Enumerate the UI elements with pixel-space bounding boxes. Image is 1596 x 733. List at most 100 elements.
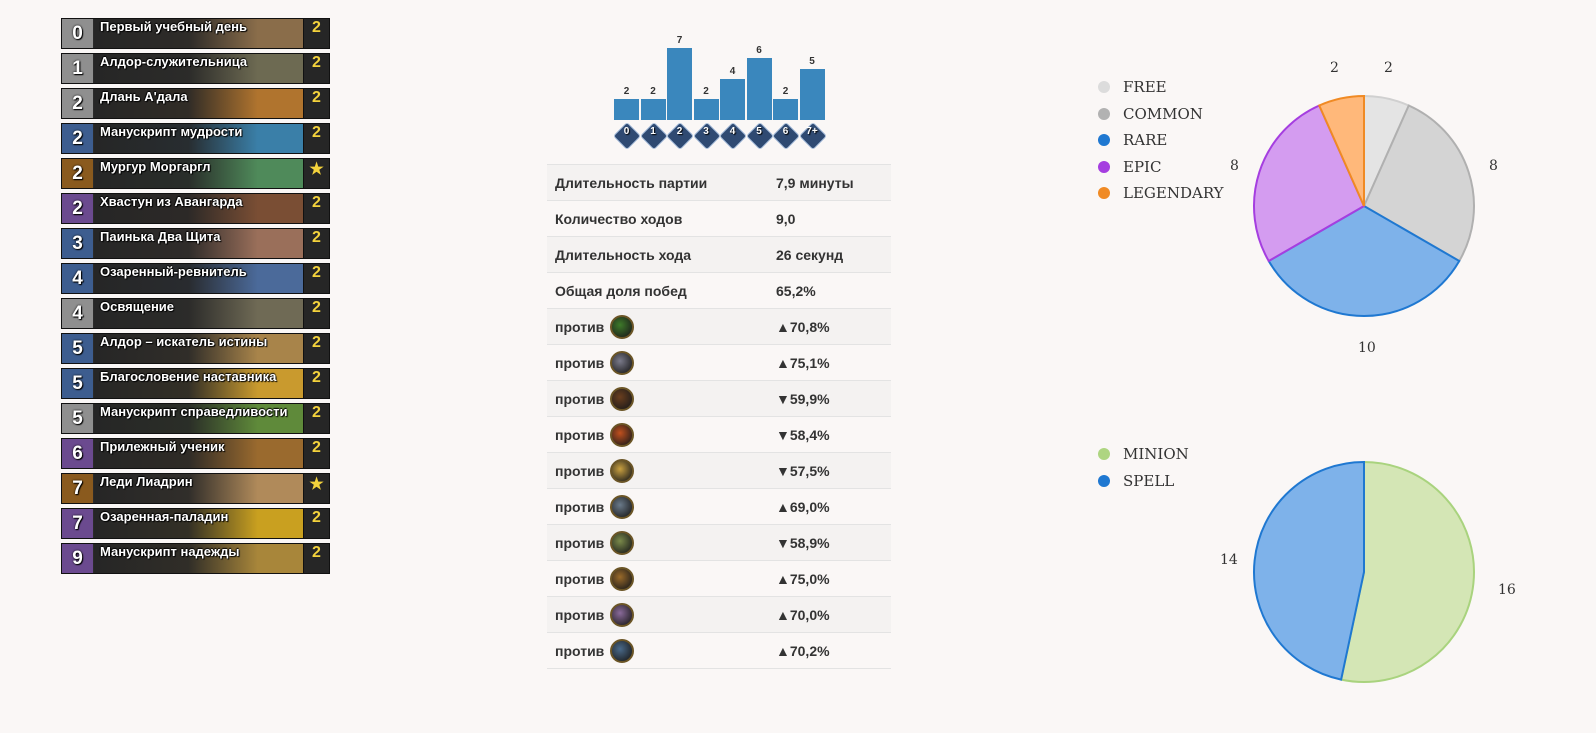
legend-item-rare[interactable]: RARE: [1098, 127, 1224, 154]
matchup-winrate: ▲70,8%: [769, 308, 891, 345]
card-count: 2: [303, 439, 329, 468]
mana-curve-value: 6: [756, 45, 762, 57]
card-row[interactable]: 2 Хвастун из Авангарда 2: [61, 193, 330, 224]
mana-curve-label: 0: [623, 126, 630, 137]
card-name: Мургур Моргаргл: [100, 159, 211, 174]
mana-cost-gem: 2: [62, 159, 93, 188]
pie-slice-epic[interactable]: [1253, 104, 1366, 263]
matchup-vs-text: против: [555, 534, 605, 551]
matchup-vs-text: против: [555, 390, 605, 407]
matchup-label: против: [547, 596, 769, 633]
matchup-label: против: [547, 632, 769, 669]
legend-dot-icon: [1098, 448, 1110, 461]
mana-cost-gem: 0: [62, 19, 93, 48]
matchup-row[interactable]: против ▼58,9%: [547, 524, 891, 561]
mana-cost-gem: 4: [62, 264, 93, 293]
card-name: Озаренный-ревнитель: [100, 264, 247, 279]
card-row[interactable]: 9 Манускрипт надежды 2: [61, 543, 330, 574]
card-row[interactable]: 7 Озаренная-паладин 2: [61, 508, 330, 539]
pie-slice-minion[interactable]: [1339, 460, 1475, 683]
mana-curve-bar: [746, 58, 772, 120]
card-row[interactable]: 5 Благословение наставника 2: [61, 368, 330, 399]
matchup-vs-text: против: [555, 642, 605, 659]
matchup-row[interactable]: против ▲75,1%: [547, 344, 891, 381]
mana-curve-label: 7+: [806, 126, 818, 137]
matchup-row[interactable]: против ▲70,8%: [547, 308, 891, 345]
card-row[interactable]: 2 Манускрипт мудрости 2: [61, 123, 330, 154]
card-art: [94, 229, 304, 258]
matchup-vs-text: против: [555, 426, 605, 443]
pie-slice-rare[interactable]: [1267, 204, 1461, 317]
stat-row: Длительность хода 26 секунд: [547, 236, 891, 273]
stat-row: Общая доля побед 65,2%: [547, 272, 891, 309]
card-row[interactable]: 1 Алдор-служительница 2: [61, 53, 330, 84]
card-art: [94, 369, 304, 398]
warlock-icon: [610, 602, 635, 627]
mana-cost-gem: 5: [62, 404, 93, 433]
card-row[interactable]: 4 Озаренный-ревнитель 2: [61, 263, 330, 294]
legend-item-minion[interactable]: MINION: [1098, 441, 1189, 468]
mana-curve-label: 4: [729, 126, 736, 137]
card-art: [94, 89, 304, 118]
stat-value: 65,2%: [769, 272, 891, 309]
matchup-vs-text: против: [555, 498, 605, 515]
legend-item-spell[interactable]: SPELL: [1098, 468, 1189, 495]
pie-slice-label: 8: [1489, 158, 1498, 174]
legend-dot-icon: [1098, 107, 1110, 120]
card-name: Благословение наставника: [100, 369, 277, 384]
matchup-label: против: [547, 308, 769, 345]
mana-curve-value: 2: [782, 86, 789, 98]
mana-curve-chart: 2 0 2 1 7 2 2 3 4 4 6 5 2 6 5 7+: [612, 26, 828, 151]
matchup-row[interactable]: против ▼59,9%: [547, 380, 891, 417]
card-row[interactable]: 4 Освящение 2: [61, 298, 330, 329]
legend-item-epic[interactable]: EPIC: [1098, 154, 1224, 181]
pie-slice-common[interactable]: [1362, 104, 1475, 263]
legend-label: COMMON: [1123, 104, 1203, 123]
matchup-vs-text: против: [555, 318, 605, 335]
matchup-label: против: [547, 560, 769, 597]
card-row[interactable]: 2 Длань А'дала 2: [61, 88, 330, 119]
stat-label: Общая доля побед: [547, 272, 769, 309]
matchup-row[interactable]: против ▼57,5%: [547, 452, 891, 489]
card-row[interactable]: 5 Алдор – искатель истины 2: [61, 333, 330, 364]
stat-label: Количество ходов: [547, 200, 769, 237]
legend-label: LEGENDARY: [1123, 184, 1224, 203]
legend-item-free[interactable]: FREE: [1098, 74, 1224, 101]
matchup-winrate: ▲69,0%: [769, 488, 891, 525]
card-row[interactable]: 3 Паинька Два Щита 2: [61, 228, 330, 259]
mana-cost-gem: 9: [62, 544, 93, 573]
matchup-row[interactable]: против ▲70,0%: [547, 596, 891, 633]
matchup-winrate: ▼58,9%: [769, 524, 891, 561]
legend-label: MINION: [1123, 445, 1189, 464]
matchup-row[interactable]: против ▲69,0%: [547, 488, 891, 525]
mana-cost-gem: 5: [62, 334, 93, 363]
card-art: [94, 299, 304, 328]
legend-dot-icon: [1098, 160, 1110, 173]
card-row[interactable]: 0 Первый учебный день 2: [61, 18, 330, 49]
card-row[interactable]: 6 Прилежный ученик 2: [61, 438, 330, 469]
matchup-row[interactable]: против ▲70,2%: [547, 632, 891, 669]
card-row[interactable]: 5 Манускрипт справедливости 2: [61, 403, 330, 434]
pie-slice-free[interactable]: [1363, 94, 1411, 207]
card-row[interactable]: 2 Мургур Моргаргл ★: [61, 158, 330, 189]
matchup-winrate: ▼59,9%: [769, 380, 891, 417]
card-art: [94, 54, 304, 83]
card-name: Прилежный ученик: [100, 439, 225, 454]
legend-item-legendary[interactable]: LEGENDARY: [1098, 180, 1224, 207]
warrior-icon: [610, 494, 635, 519]
matchup-label: против: [547, 524, 769, 561]
pie-slice-legendary[interactable]: [1317, 94, 1365, 207]
mana-cost-gem: 5: [62, 369, 93, 398]
stat-row: Длительность партии 7,9 минуты: [547, 164, 891, 201]
pie-slice-spell[interactable]: [1253, 460, 1365, 681]
matchup-row[interactable]: против ▲75,0%: [547, 560, 891, 597]
mana-curve-label: 6: [782, 126, 789, 137]
card-row[interactable]: 7 Леди Лиадрин ★: [61, 473, 330, 504]
matchup-row[interactable]: против ▼58,4%: [547, 416, 891, 453]
matchup-winrate: ▲70,2%: [769, 632, 891, 669]
legend-item-common[interactable]: COMMON: [1098, 101, 1224, 128]
hunter-icon: [610, 530, 635, 555]
matchup-vs-text: против: [555, 606, 605, 623]
card-name: Алдор-служительница: [100, 54, 248, 69]
card-name: Манускрипт надежды: [100, 544, 240, 559]
